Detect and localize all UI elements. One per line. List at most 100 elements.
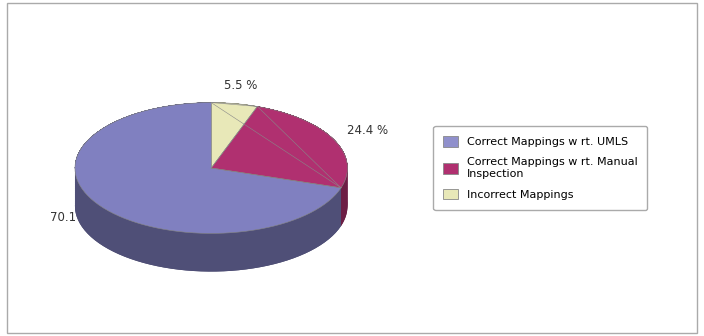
- Polygon shape: [211, 168, 341, 220]
- Polygon shape: [258, 107, 348, 190]
- Polygon shape: [75, 102, 341, 239]
- Polygon shape: [75, 102, 341, 269]
- Polygon shape: [211, 102, 258, 120]
- Polygon shape: [211, 102, 258, 129]
- Polygon shape: [258, 107, 348, 205]
- Polygon shape: [258, 107, 348, 218]
- Polygon shape: [211, 107, 258, 204]
- Polygon shape: [211, 107, 258, 172]
- Polygon shape: [258, 107, 348, 192]
- Polygon shape: [211, 107, 258, 170]
- Polygon shape: [211, 107, 258, 174]
- Polygon shape: [258, 107, 348, 224]
- Polygon shape: [75, 102, 341, 241]
- Polygon shape: [211, 102, 258, 137]
- Polygon shape: [211, 168, 341, 218]
- Polygon shape: [211, 102, 258, 118]
- Polygon shape: [75, 102, 341, 245]
- Polygon shape: [211, 102, 258, 143]
- Polygon shape: [211, 168, 341, 211]
- Polygon shape: [211, 102, 258, 110]
- Polygon shape: [211, 168, 341, 201]
- Polygon shape: [211, 168, 341, 214]
- Polygon shape: [211, 141, 258, 206]
- Polygon shape: [211, 168, 341, 209]
- Polygon shape: [75, 102, 341, 268]
- Polygon shape: [211, 168, 341, 226]
- Polygon shape: [211, 168, 341, 196]
- Polygon shape: [75, 102, 341, 235]
- Polygon shape: [211, 168, 341, 190]
- Polygon shape: [211, 107, 258, 177]
- Polygon shape: [211, 107, 258, 176]
- Text: 5.5 %: 5.5 %: [225, 79, 258, 92]
- Polygon shape: [211, 168, 341, 188]
- Polygon shape: [211, 168, 341, 192]
- Polygon shape: [211, 102, 258, 133]
- Polygon shape: [211, 107, 258, 176]
- Polygon shape: [258, 107, 348, 226]
- Polygon shape: [211, 102, 258, 127]
- Polygon shape: [211, 107, 258, 168]
- Polygon shape: [211, 107, 258, 206]
- Legend: Correct Mappings w rt. UMLS, Correct Mappings w rt. Manual
Inspection, Incorrect: Correct Mappings w rt. UMLS, Correct Map…: [433, 126, 648, 210]
- Polygon shape: [211, 102, 258, 135]
- Text: 70.1 %: 70.1 %: [50, 211, 91, 224]
- Polygon shape: [211, 168, 341, 197]
- Polygon shape: [75, 102, 341, 260]
- Polygon shape: [211, 168, 341, 222]
- Polygon shape: [211, 102, 258, 112]
- Polygon shape: [211, 168, 341, 205]
- Polygon shape: [258, 107, 348, 203]
- Polygon shape: [211, 107, 258, 185]
- Polygon shape: [211, 107, 258, 174]
- Polygon shape: [211, 102, 258, 126]
- Polygon shape: [211, 168, 341, 209]
- Polygon shape: [211, 107, 258, 187]
- Polygon shape: [211, 107, 258, 195]
- Polygon shape: [211, 102, 258, 168]
- Polygon shape: [211, 168, 341, 216]
- Polygon shape: [211, 102, 258, 124]
- Polygon shape: [258, 107, 348, 216]
- Polygon shape: [75, 102, 341, 262]
- Polygon shape: [258, 107, 348, 201]
- Polygon shape: [211, 102, 258, 116]
- Polygon shape: [75, 102, 341, 234]
- Polygon shape: [211, 107, 258, 189]
- Polygon shape: [258, 107, 348, 213]
- Polygon shape: [211, 107, 258, 197]
- Polygon shape: [258, 107, 348, 211]
- Polygon shape: [211, 168, 341, 194]
- Polygon shape: [75, 102, 341, 266]
- Polygon shape: [211, 102, 258, 131]
- Polygon shape: [211, 107, 258, 193]
- Polygon shape: [211, 107, 258, 204]
- Polygon shape: [211, 168, 341, 213]
- Polygon shape: [75, 102, 341, 256]
- Polygon shape: [75, 102, 341, 243]
- Polygon shape: [75, 102, 341, 234]
- Polygon shape: [211, 168, 341, 222]
- Polygon shape: [258, 107, 348, 194]
- Polygon shape: [75, 102, 341, 264]
- Polygon shape: [211, 102, 258, 141]
- Polygon shape: [258, 107, 348, 207]
- Polygon shape: [211, 107, 258, 199]
- Polygon shape: [211, 107, 258, 172]
- Polygon shape: [211, 168, 341, 194]
- Polygon shape: [211, 107, 258, 191]
- Polygon shape: [75, 102, 341, 258]
- Polygon shape: [211, 102, 258, 109]
- Polygon shape: [211, 168, 341, 216]
- Polygon shape: [211, 107, 258, 185]
- Polygon shape: [211, 168, 341, 203]
- Polygon shape: [258, 107, 348, 209]
- Polygon shape: [75, 102, 341, 237]
- Polygon shape: [211, 168, 341, 190]
- Polygon shape: [211, 107, 258, 206]
- Polygon shape: [211, 168, 341, 226]
- Polygon shape: [75, 141, 341, 271]
- Polygon shape: [211, 107, 258, 193]
- Polygon shape: [211, 107, 258, 170]
